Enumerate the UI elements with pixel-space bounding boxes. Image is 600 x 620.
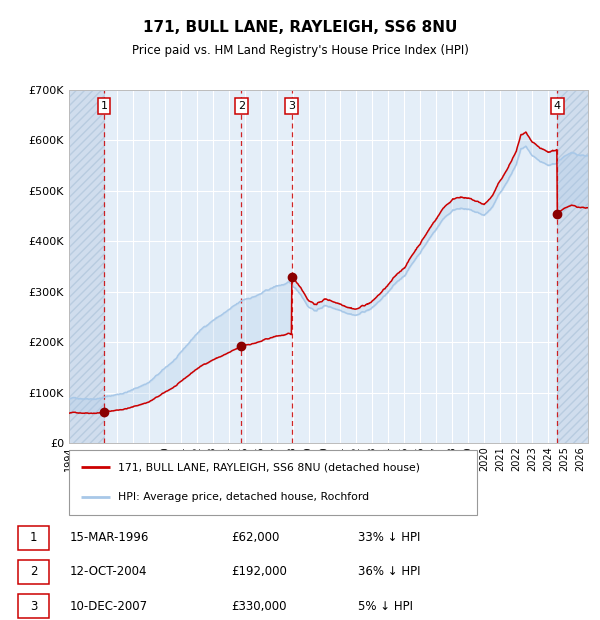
Text: 5% ↓ HPI: 5% ↓ HPI [358,600,413,613]
Text: 1: 1 [101,101,107,111]
Text: 4: 4 [554,101,561,111]
Text: 12-OCT-2004: 12-OCT-2004 [70,565,147,578]
Bar [557,90,588,443]
Text: £192,000: £192,000 [231,565,287,578]
Text: 3: 3 [288,101,295,111]
Text: 171, BULL LANE, RAYLEIGH, SS6 8NU (detached house): 171, BULL LANE, RAYLEIGH, SS6 8NU (detac… [118,462,420,472]
Text: 3: 3 [30,600,37,613]
Bar [18,560,49,584]
Text: 33% ↓ HPI: 33% ↓ HPI [358,531,420,544]
Bar [18,594,49,618]
Text: 10-DEC-2007: 10-DEC-2007 [70,600,148,613]
Text: 15-MAR-1996: 15-MAR-1996 [70,531,149,544]
Text: 171, BULL LANE, RAYLEIGH, SS6 8NU: 171, BULL LANE, RAYLEIGH, SS6 8NU [143,20,457,35]
Text: £330,000: £330,000 [231,600,286,613]
Text: HPI: Average price, detached house, Rochford: HPI: Average price, detached house, Roch… [118,492,369,502]
Text: 36% ↓ HPI: 36% ↓ HPI [358,565,420,578]
Text: 2: 2 [238,101,245,111]
Text: £62,000: £62,000 [231,531,279,544]
Text: Price paid vs. HM Land Registry's House Price Index (HPI): Price paid vs. HM Land Registry's House … [131,45,469,57]
Text: 2: 2 [30,565,37,578]
Text: 1: 1 [30,531,37,544]
Bar [18,526,49,550]
Bar [69,90,104,443]
